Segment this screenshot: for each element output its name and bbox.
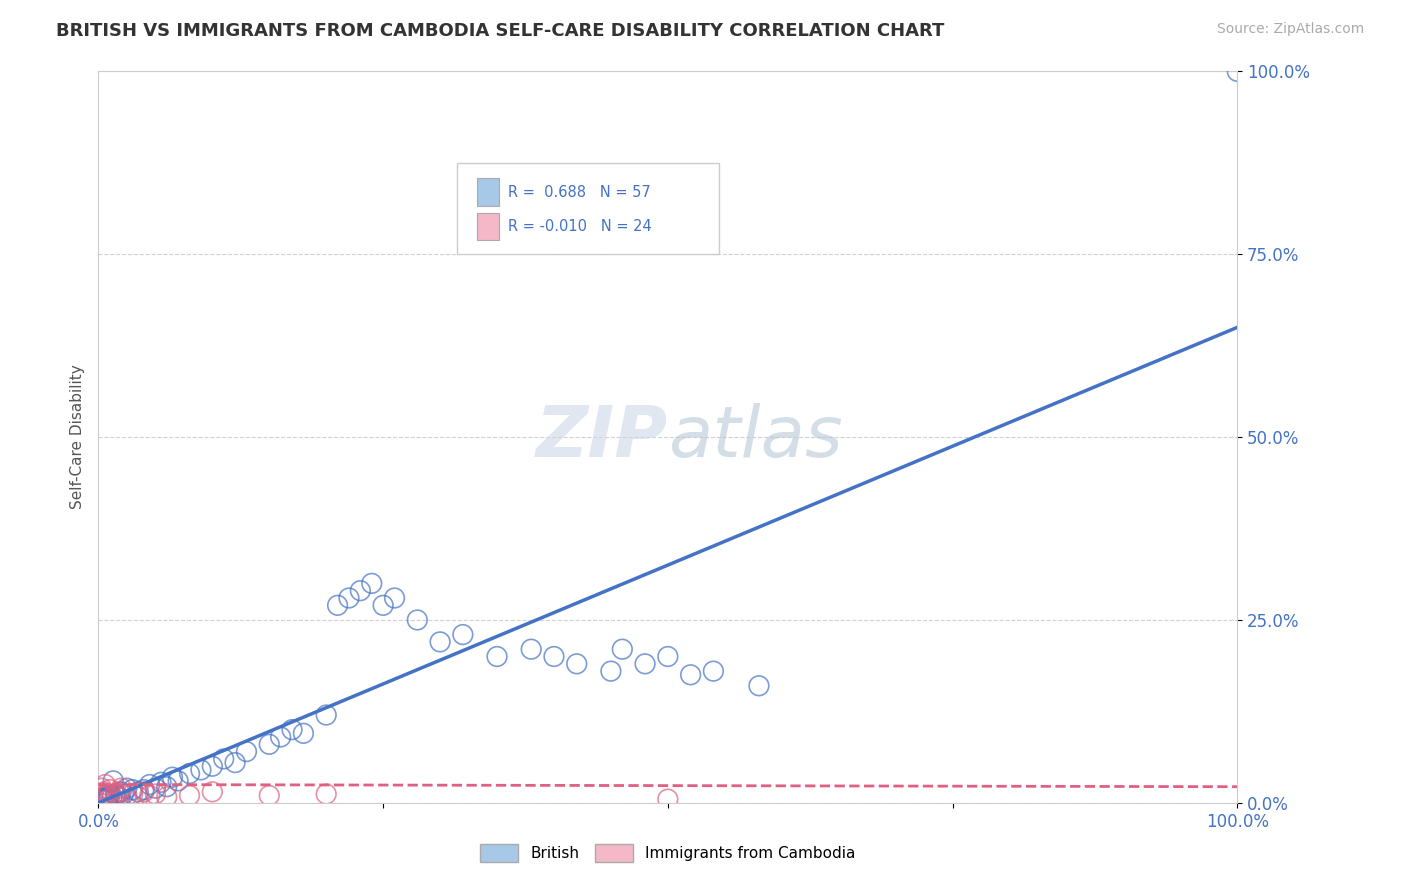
- Point: [94, 790, 117, 805]
- Text: R =  0.688   N = 57: R = 0.688 N = 57: [509, 185, 651, 200]
- Bar: [477, 178, 499, 206]
- Y-axis label: Self-Care Disability: Self-Care Disability: [69, 365, 84, 509]
- Text: ZIP: ZIP: [536, 402, 668, 472]
- Text: R = -0.010   N = 24: R = -0.010 N = 24: [509, 219, 652, 234]
- Point: [565, 657, 588, 671]
- Point: [315, 708, 337, 723]
- Point: [543, 649, 565, 664]
- Point: [115, 789, 138, 803]
- Point: [612, 642, 634, 657]
- Point: [360, 576, 382, 591]
- Point: [212, 752, 235, 766]
- Point: [94, 778, 117, 792]
- Point: [201, 785, 224, 799]
- Point: [259, 737, 281, 751]
- Point: [96, 789, 118, 804]
- Point: [657, 649, 679, 664]
- Point: [96, 792, 118, 806]
- Point: [108, 785, 131, 799]
- Point: [115, 781, 138, 796]
- Point: [190, 763, 212, 777]
- Point: [93, 785, 115, 799]
- Point: [224, 756, 246, 770]
- Point: [91, 789, 114, 804]
- Legend: British, Immigrants from Cambodia: British, Immigrants from Cambodia: [474, 838, 862, 868]
- Point: [486, 649, 509, 664]
- FancyBboxPatch shape: [457, 163, 718, 254]
- Point: [156, 789, 179, 804]
- Point: [634, 657, 657, 671]
- Point: [406, 613, 429, 627]
- Point: [105, 789, 128, 803]
- Point: [98, 782, 121, 797]
- Point: [162, 770, 184, 784]
- Point: [748, 679, 770, 693]
- Point: [520, 642, 543, 657]
- Bar: [477, 212, 499, 240]
- Point: [104, 789, 127, 803]
- Point: [270, 730, 292, 744]
- Point: [167, 773, 190, 788]
- Point: [201, 759, 224, 773]
- Point: [104, 787, 127, 801]
- Point: [90, 781, 112, 796]
- Point: [326, 599, 349, 613]
- Point: [150, 775, 173, 789]
- Point: [292, 726, 315, 740]
- Point: [127, 785, 149, 799]
- Point: [145, 781, 167, 796]
- Point: [281, 723, 304, 737]
- Point: [96, 787, 118, 801]
- Point: [90, 792, 112, 806]
- Text: Source: ZipAtlas.com: Source: ZipAtlas.com: [1216, 22, 1364, 37]
- Point: [90, 789, 112, 803]
- Point: [101, 789, 124, 804]
- Point: [315, 787, 337, 801]
- Point: [138, 778, 160, 792]
- Point: [337, 591, 360, 605]
- Point: [98, 789, 121, 803]
- Point: [384, 591, 406, 605]
- Point: [138, 789, 160, 803]
- Point: [112, 787, 135, 801]
- Point: [429, 635, 451, 649]
- Text: atlas: atlas: [668, 402, 842, 472]
- Point: [371, 599, 394, 613]
- Point: [600, 664, 623, 678]
- Point: [101, 789, 124, 804]
- Point: [179, 766, 201, 780]
- Point: [96, 789, 118, 803]
- Point: [110, 785, 132, 799]
- Point: [121, 782, 143, 797]
- Point: [91, 793, 114, 807]
- Point: [1226, 64, 1249, 78]
- Point: [103, 773, 125, 788]
- Point: [132, 782, 155, 797]
- Point: [259, 789, 281, 803]
- Point: [97, 791, 120, 805]
- Point: [110, 781, 132, 796]
- Point: [657, 792, 679, 806]
- Point: [93, 791, 115, 805]
- Point: [108, 789, 131, 804]
- Point: [127, 789, 149, 804]
- Point: [156, 780, 179, 794]
- Point: [451, 627, 474, 641]
- Point: [121, 787, 143, 801]
- Point: [145, 787, 167, 801]
- Point: [679, 667, 702, 681]
- Point: [702, 664, 724, 678]
- Point: [235, 745, 257, 759]
- Point: [349, 583, 371, 598]
- Text: BRITISH VS IMMIGRANTS FROM CAMBODIA SELF-CARE DISABILITY CORRELATION CHART: BRITISH VS IMMIGRANTS FROM CAMBODIA SELF…: [56, 22, 945, 40]
- Point: [132, 785, 155, 799]
- Point: [179, 789, 201, 803]
